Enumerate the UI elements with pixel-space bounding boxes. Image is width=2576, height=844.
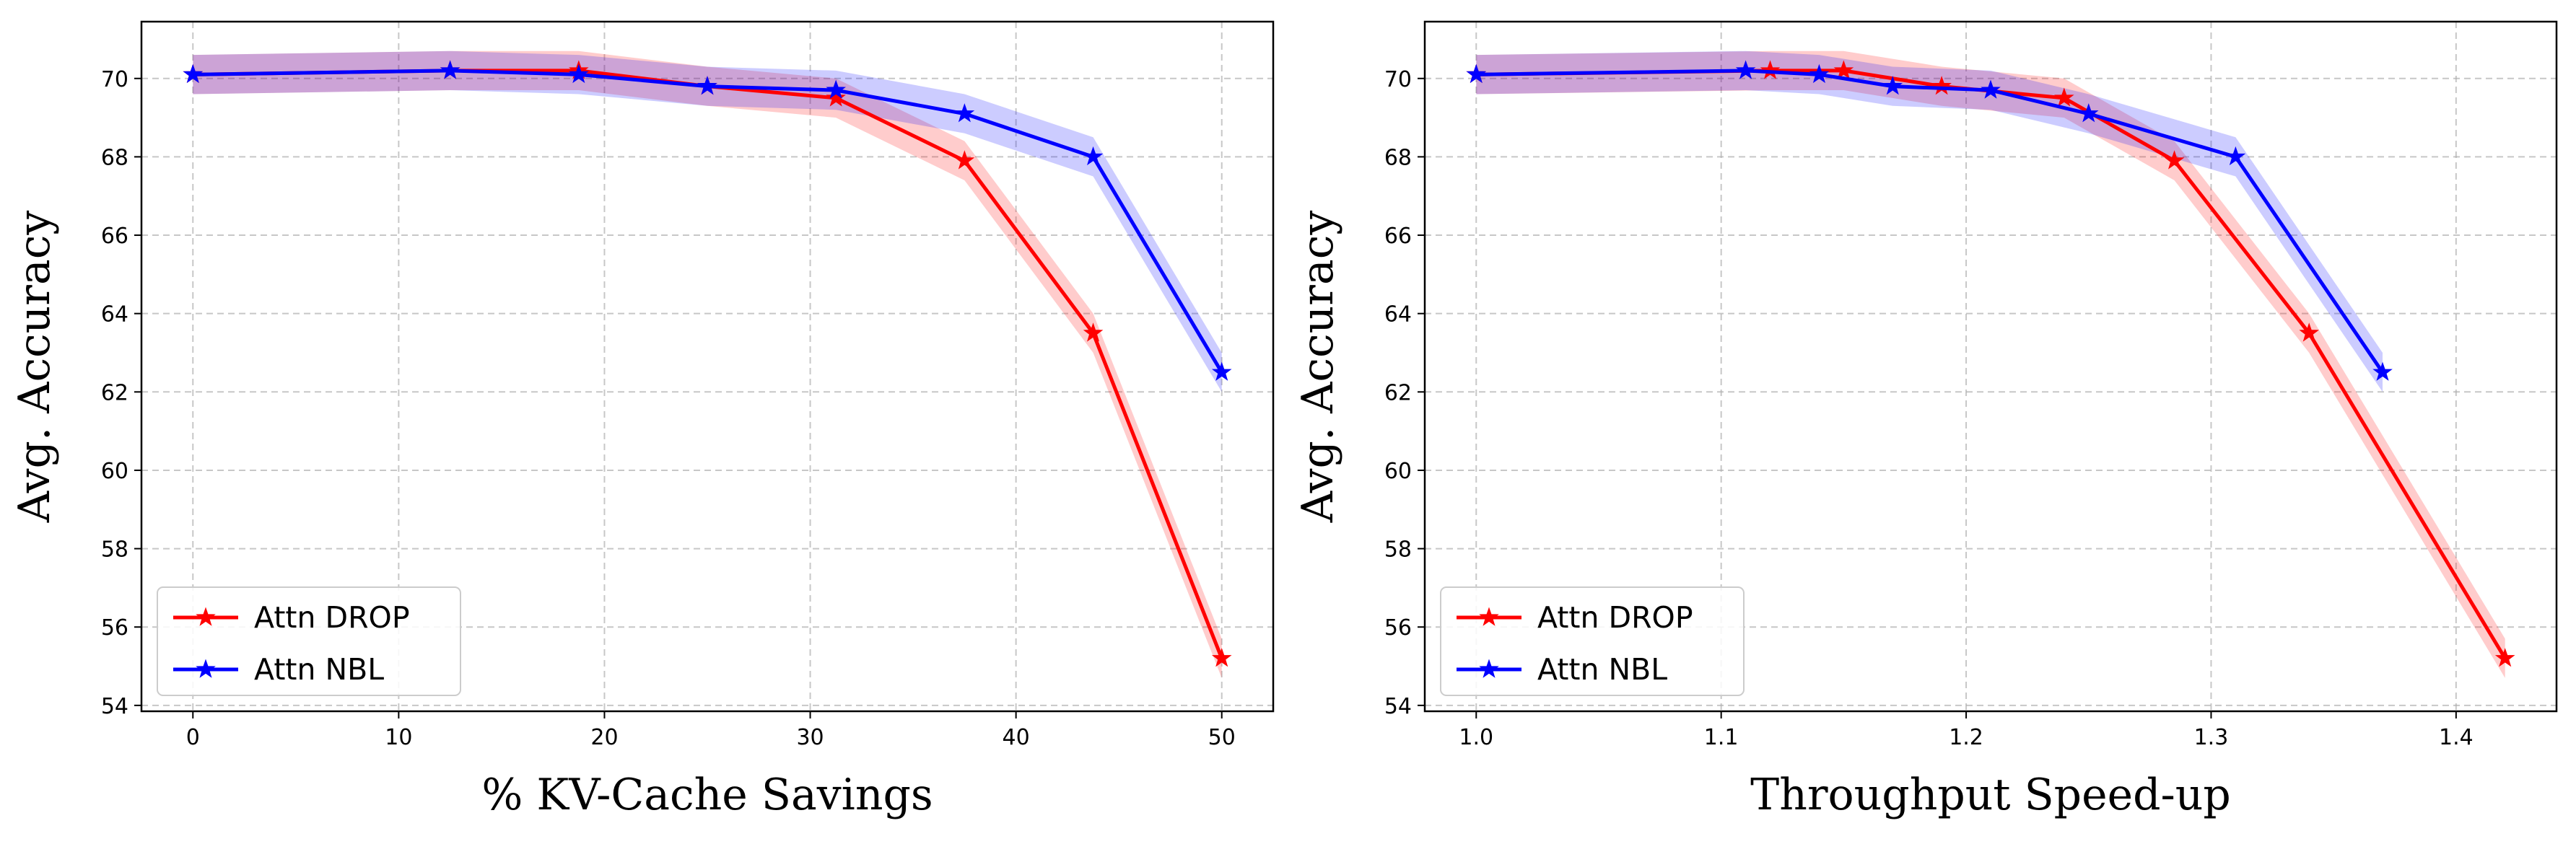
x-tick-label: 50 [1208, 725, 1236, 750]
plot-frame [140, 20, 1275, 713]
x-tick-label: 1.1 [1704, 725, 1739, 750]
y-tick-label: 56 [101, 615, 128, 641]
legend-label-attn-drop: Attn DROP [1537, 600, 1693, 635]
data-point-attn-nbl [1981, 79, 2001, 99]
y-axis-label: Avg. Accuracy [9, 211, 60, 524]
plot-frame [1423, 20, 2558, 713]
data-point-attn-drop [2164, 150, 2185, 170]
data-point-attn-drop [2494, 648, 2515, 667]
x-axis-label: Throughput Speed-up [1750, 770, 2231, 820]
series-line-attn-nbl [1476, 69, 2385, 374]
data-point-attn-nbl [954, 103, 975, 123]
y-tick-label: 56 [1384, 615, 1412, 641]
y-tick-label: 64 [101, 302, 128, 328]
legend-label-attn-nbl: Attn NBL [1537, 652, 1667, 687]
legend-marker-attn-nbl [196, 659, 216, 678]
data-point-attn-nbl [826, 79, 846, 99]
data-point-attn-nbl [1735, 60, 1756, 79]
series-line-attn-drop [1476, 69, 2507, 659]
y-tick-label: 70 [1384, 67, 1412, 92]
y-tick-label: 58 [101, 537, 128, 563]
legend: Attn DROP Attn NBL [1440, 586, 1745, 696]
x-tick-label: 1.2 [1949, 725, 1983, 750]
data-point-attn-nbl [2225, 146, 2246, 166]
x-tick-label: 1.0 [1459, 725, 1493, 750]
data-point-attn-drop [2299, 322, 2320, 342]
y-tick-label: 54 [1384, 694, 1412, 719]
data-point-attn-nbl [440, 60, 460, 79]
series-line-attn-nbl [193, 69, 1223, 374]
x-tick-label: 30 [796, 725, 824, 750]
data-point-attn-nbl [697, 76, 717, 95]
chart-panel-2: 1.0 1.1 1.2 1.3 1.4 54 56 58 60 62 64 66 68 70 Through… [1293, 20, 2558, 820]
data-point-attn-nbl [2372, 361, 2393, 381]
data-point-attn-drop [1211, 648, 1232, 667]
data-point-attn-nbl [1211, 361, 1232, 381]
legend-marker-attn-drop [196, 607, 216, 626]
confidence-band-attn-drop [1476, 50, 2505, 678]
y-tick-label: 68 [1384, 145, 1412, 170]
y-tick-label: 68 [101, 145, 128, 170]
data-point-attn-nbl [2078, 103, 2099, 123]
y-tick-label: 60 [1384, 459, 1412, 484]
data-point-attn-drop [1083, 322, 1104, 342]
y-tick-label: 62 [1384, 380, 1412, 405]
legend-label-attn-drop: Attn DROP [254, 600, 410, 635]
legend-label-attn-nbl: Attn NBL [254, 652, 384, 687]
chart-panel-1: 0 10 20 30 40 50 54 56 58 60 62 64 66 68 70 % KV-Cache … [9, 20, 1275, 820]
y-tick-label: 62 [101, 380, 128, 405]
y-tick-label: 54 [101, 694, 128, 719]
y-tick-label: 66 [101, 224, 128, 249]
x-tick-label: 1.3 [2194, 725, 2229, 750]
x-tick-label: 1.4 [2439, 725, 2474, 750]
confidence-band-attn-nbl [193, 50, 1222, 392]
data-point-attn-drop [1833, 60, 1854, 79]
y-tick-label: 64 [1384, 302, 1412, 328]
data-point-attn-nbl [1083, 146, 1104, 166]
data-point-attn-nbl [569, 63, 589, 84]
data-point-attn-nbl [1809, 63, 1830, 84]
x-axis-label: % KV-Cache Savings [481, 770, 933, 820]
x-tick-label: 40 [1003, 725, 1030, 750]
y-tick-label: 70 [101, 67, 128, 92]
y-tick-label: 66 [1384, 224, 1412, 249]
data-point-attn-drop [2054, 87, 2074, 107]
data-point-attn-nbl [183, 63, 204, 84]
x-tick-label: 10 [385, 725, 412, 750]
legend-marker-attn-drop [1479, 607, 1499, 626]
y-tick-label: 60 [101, 459, 128, 484]
data-point-attn-drop [1760, 60, 1781, 79]
data-point-attn-drop [954, 150, 975, 170]
data-point-attn-nbl [1466, 63, 1487, 84]
legend: Attn DROP Attn NBL [157, 586, 461, 696]
y-axis-label: Avg. Accuracy [1293, 211, 1343, 524]
x-tick-label: 20 [590, 725, 618, 750]
x-tick-label: 0 [186, 725, 200, 750]
data-point-attn-nbl [1882, 76, 1903, 95]
legend-marker-attn-nbl [1479, 659, 1499, 678]
data-point-attn-drop [826, 87, 846, 107]
confidence-band-attn-nbl [1476, 50, 2383, 392]
y-tick-label: 58 [1384, 537, 1412, 563]
